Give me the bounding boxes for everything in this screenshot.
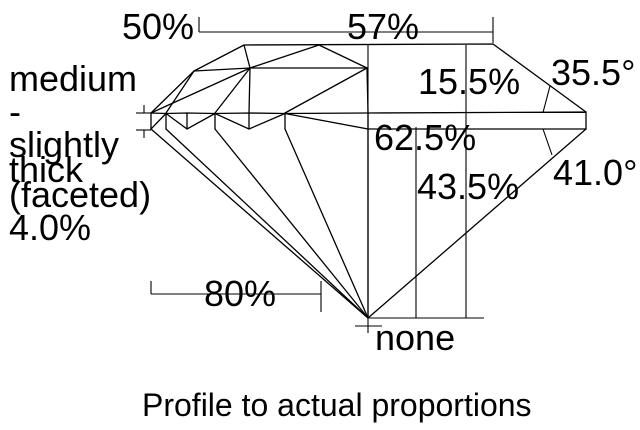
svg-text:57%: 57% [347,6,419,47]
svg-text:80%: 80% [204,273,276,314]
svg-text:62.5%: 62.5% [374,117,476,158]
svg-text:Profile to actual proportions: Profile to actual proportions [142,387,532,423]
svg-text:4.0%: 4.0% [9,207,91,248]
svg-text:43.5%: 43.5% [417,166,519,207]
svg-text:none: none [375,317,455,358]
svg-text:41.0°: 41.0° [553,152,637,193]
svg-text:medium: medium [9,58,137,99]
svg-text:50%: 50% [122,6,194,47]
svg-text:35.5°: 35.5° [551,52,635,93]
svg-text:15.5%: 15.5% [418,61,520,102]
